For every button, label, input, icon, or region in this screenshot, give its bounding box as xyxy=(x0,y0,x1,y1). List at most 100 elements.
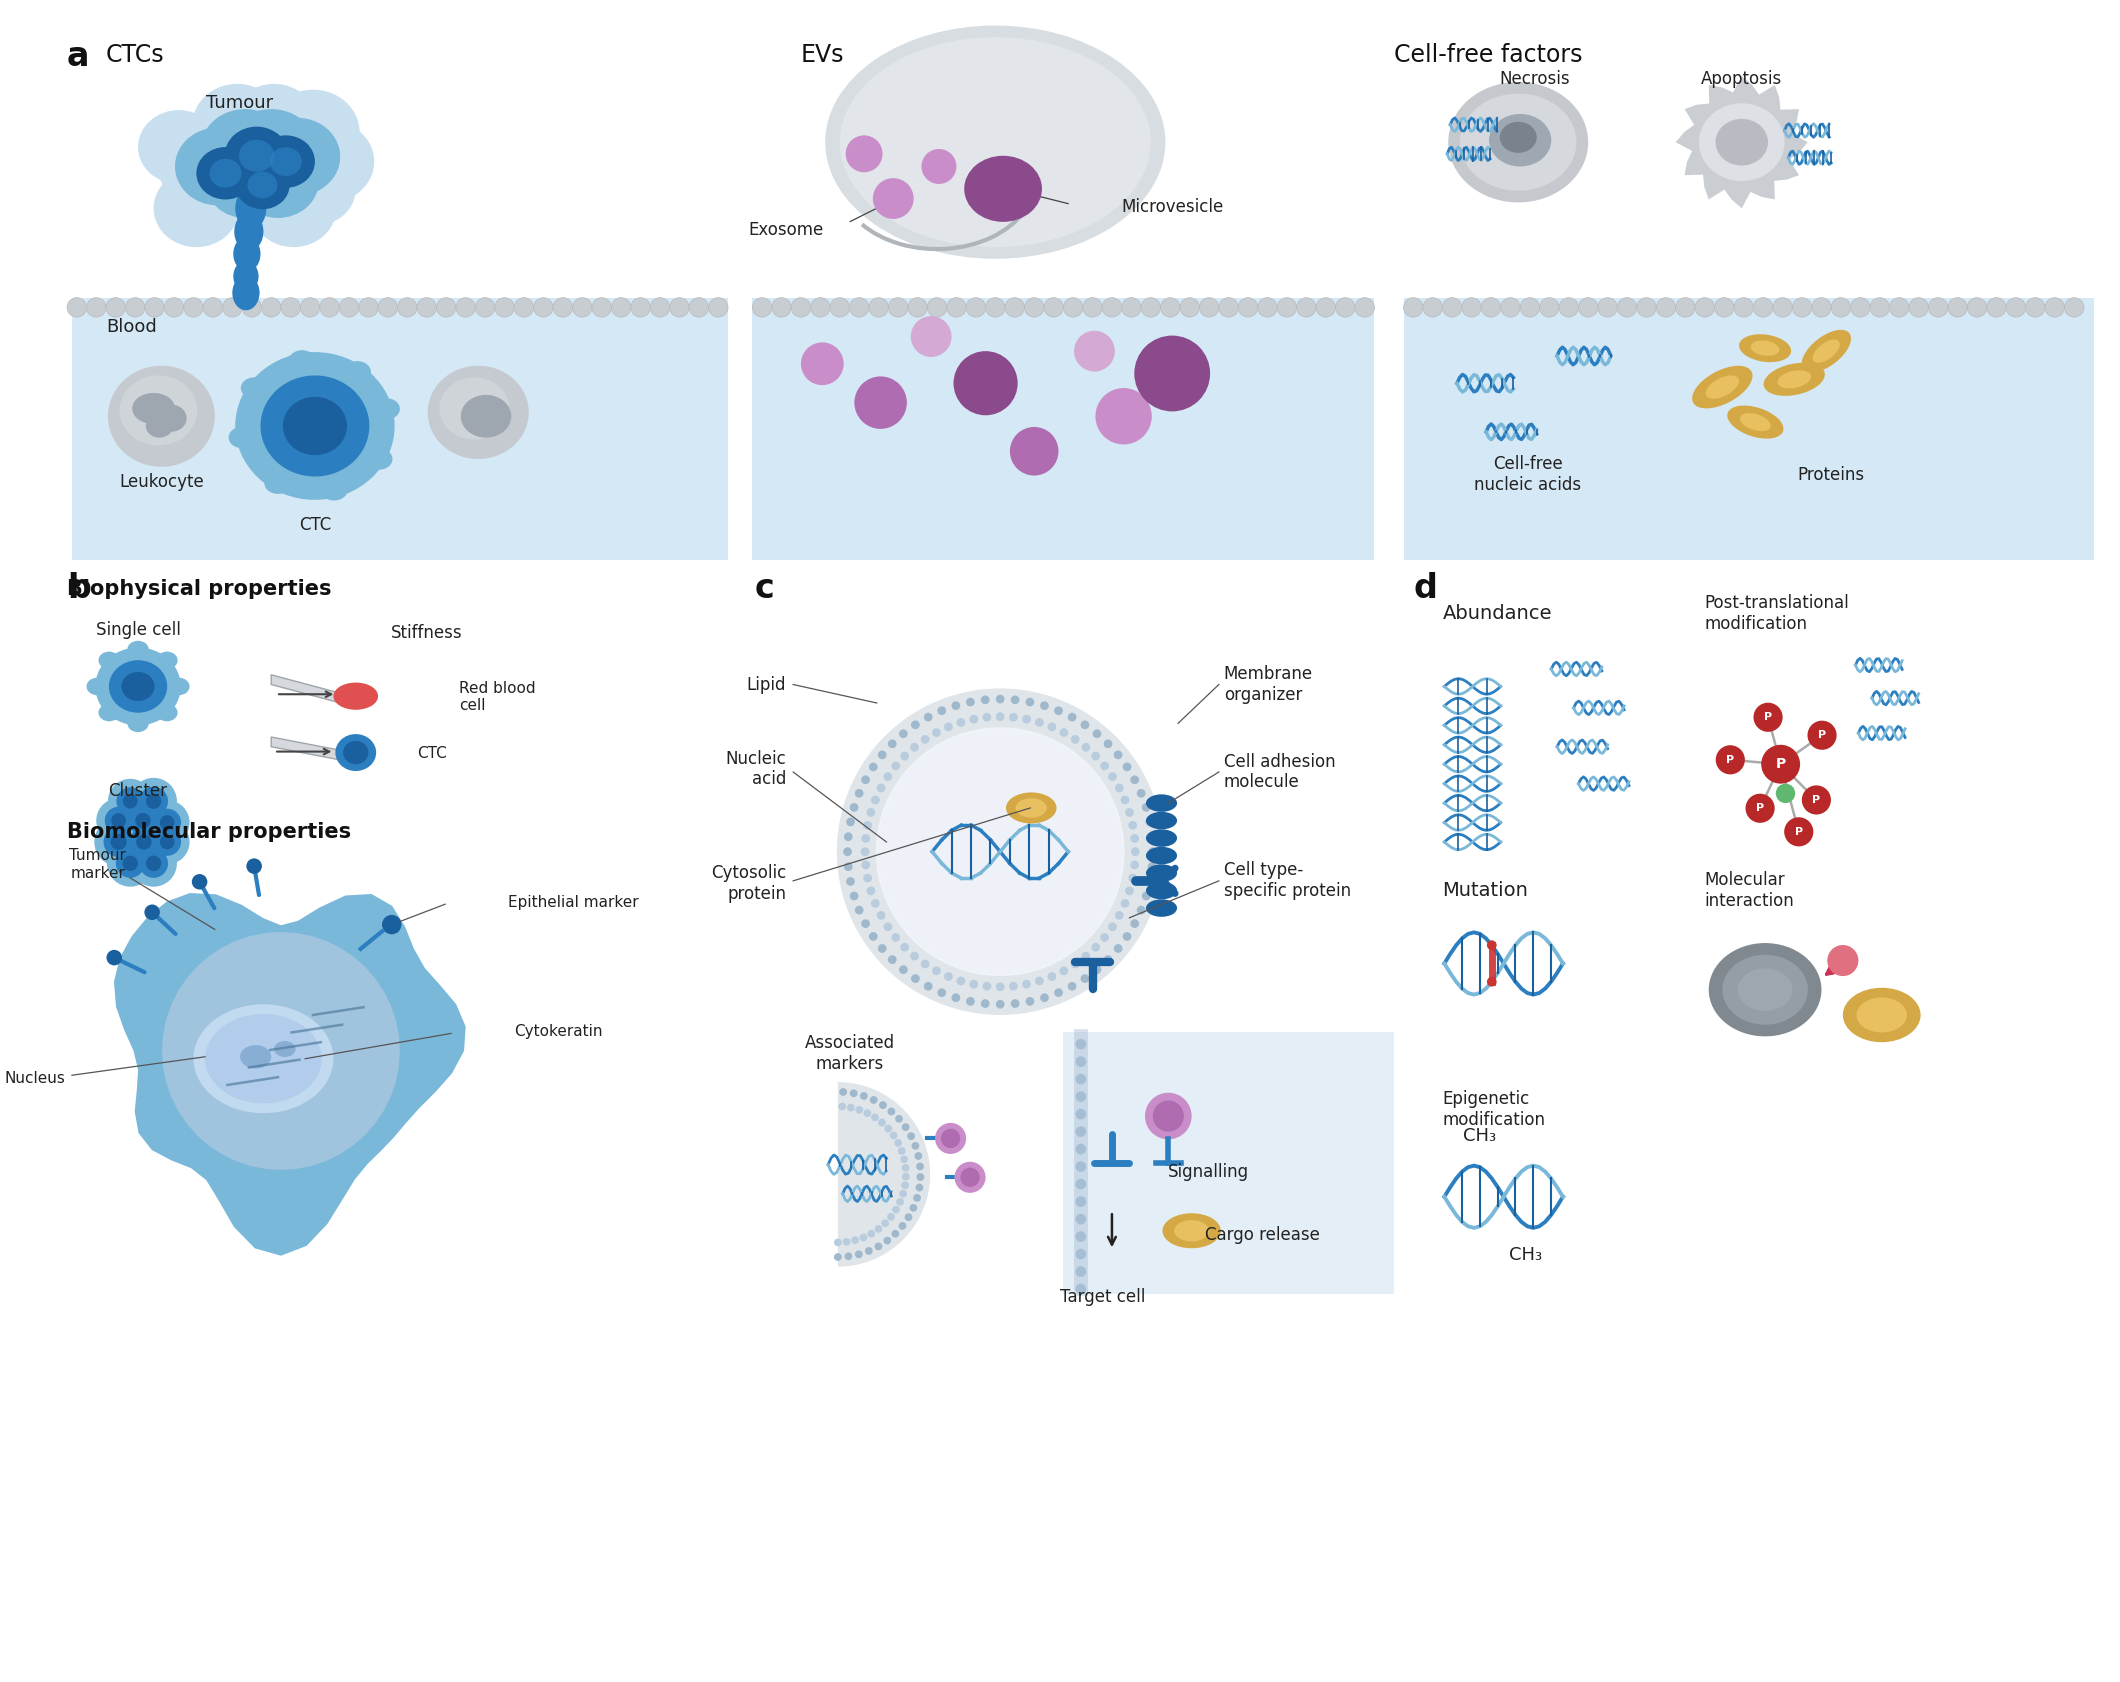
Circle shape xyxy=(810,298,831,318)
Circle shape xyxy=(104,828,134,858)
Bar xyxy=(753,298,1374,560)
Circle shape xyxy=(129,839,176,886)
Bar xyxy=(1403,64,2095,298)
Ellipse shape xyxy=(235,161,290,209)
Circle shape xyxy=(1802,785,1832,814)
Circle shape xyxy=(986,298,1005,318)
Circle shape xyxy=(2046,298,2065,318)
Circle shape xyxy=(1832,298,1851,318)
Circle shape xyxy=(912,1142,920,1150)
Circle shape xyxy=(121,819,167,865)
Circle shape xyxy=(878,730,1124,974)
Circle shape xyxy=(123,794,138,809)
Ellipse shape xyxy=(1174,1219,1208,1241)
Circle shape xyxy=(850,802,859,812)
Ellipse shape xyxy=(1461,94,1577,190)
Circle shape xyxy=(897,1198,903,1206)
Circle shape xyxy=(1026,698,1035,706)
Circle shape xyxy=(1181,298,1200,318)
Circle shape xyxy=(854,1250,863,1258)
Circle shape xyxy=(1219,298,1238,318)
Circle shape xyxy=(844,848,852,856)
Circle shape xyxy=(1762,745,1800,784)
Circle shape xyxy=(95,799,140,843)
Circle shape xyxy=(2006,298,2025,318)
Circle shape xyxy=(861,861,869,870)
Text: Necrosis: Necrosis xyxy=(1499,71,1571,87)
Ellipse shape xyxy=(825,25,1166,259)
Circle shape xyxy=(1109,772,1117,780)
Circle shape xyxy=(876,1243,882,1250)
Circle shape xyxy=(876,727,1124,976)
Ellipse shape xyxy=(1738,969,1791,1011)
Circle shape xyxy=(867,1230,876,1238)
Circle shape xyxy=(895,1115,903,1122)
Circle shape xyxy=(982,999,990,1008)
Circle shape xyxy=(1520,298,1539,318)
Circle shape xyxy=(144,819,189,865)
Ellipse shape xyxy=(1147,794,1177,812)
Circle shape xyxy=(967,298,986,318)
Circle shape xyxy=(129,777,176,824)
Circle shape xyxy=(844,863,852,871)
Circle shape xyxy=(572,298,591,318)
Ellipse shape xyxy=(119,375,197,446)
Circle shape xyxy=(1035,718,1043,727)
Circle shape xyxy=(1141,298,1160,318)
Circle shape xyxy=(1121,796,1130,804)
Circle shape xyxy=(914,1152,922,1161)
Ellipse shape xyxy=(131,394,176,424)
Circle shape xyxy=(68,298,87,318)
Circle shape xyxy=(897,1147,905,1156)
Circle shape xyxy=(888,740,897,748)
Ellipse shape xyxy=(1147,900,1177,917)
Circle shape xyxy=(996,982,1005,991)
Circle shape xyxy=(916,1184,924,1191)
Ellipse shape xyxy=(237,145,318,219)
Circle shape xyxy=(1026,997,1035,1006)
Circle shape xyxy=(1403,298,1423,318)
Circle shape xyxy=(952,701,960,710)
Polygon shape xyxy=(1675,76,1808,209)
Text: P: P xyxy=(1796,828,1802,838)
Circle shape xyxy=(912,720,920,730)
Circle shape xyxy=(846,135,882,172)
Circle shape xyxy=(1071,960,1079,969)
Circle shape xyxy=(106,298,125,318)
Circle shape xyxy=(920,960,929,969)
Circle shape xyxy=(129,806,157,834)
Circle shape xyxy=(708,298,727,318)
Circle shape xyxy=(833,1238,842,1246)
Circle shape xyxy=(899,965,907,974)
Ellipse shape xyxy=(1721,955,1808,1024)
Circle shape xyxy=(842,1238,850,1246)
Circle shape xyxy=(909,952,918,960)
Ellipse shape xyxy=(288,350,316,372)
Circle shape xyxy=(863,1108,871,1117)
Ellipse shape xyxy=(108,661,167,713)
Ellipse shape xyxy=(108,365,214,468)
Circle shape xyxy=(144,298,163,318)
Circle shape xyxy=(867,807,876,817)
Circle shape xyxy=(153,828,180,856)
Circle shape xyxy=(801,343,844,385)
Circle shape xyxy=(956,718,965,727)
Ellipse shape xyxy=(121,671,155,701)
Circle shape xyxy=(140,849,167,878)
Ellipse shape xyxy=(343,740,369,764)
Circle shape xyxy=(1486,940,1497,950)
Bar xyxy=(1403,298,2095,560)
Text: a: a xyxy=(68,40,89,72)
Circle shape xyxy=(1813,298,1832,318)
Ellipse shape xyxy=(840,37,1151,247)
Circle shape xyxy=(1618,298,1637,318)
Circle shape xyxy=(831,298,850,318)
Circle shape xyxy=(1024,298,1043,318)
Circle shape xyxy=(909,743,918,752)
Ellipse shape xyxy=(1707,375,1738,399)
Circle shape xyxy=(1075,1056,1085,1066)
Ellipse shape xyxy=(235,187,267,230)
Bar xyxy=(753,580,1403,1658)
Circle shape xyxy=(996,695,1005,703)
Circle shape xyxy=(1075,1073,1085,1085)
